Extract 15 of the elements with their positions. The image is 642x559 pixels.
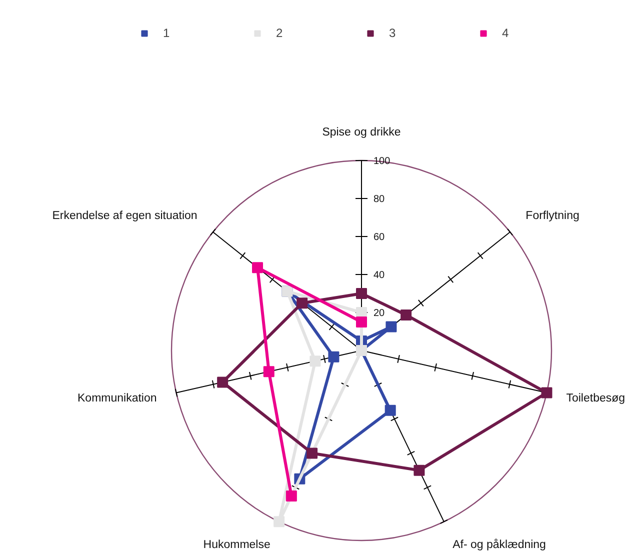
spoke-label: Toiletbesøg: [566, 392, 626, 405]
spoke-label: Hukommelse: [203, 539, 270, 552]
spoke-label: Kommunikation: [78, 392, 157, 405]
spoke-label: Erkendelse af egen situation: [52, 210, 198, 222]
legend-label: 3: [389, 26, 397, 40]
spoke-label: Af- og påklædning: [452, 538, 546, 552]
spoke-label: Forflytning: [526, 210, 580, 222]
legend-label: 4: [502, 26, 510, 40]
y-tick-label: 60: [374, 232, 386, 243]
spoke-label: Spise og drikke: [322, 126, 401, 138]
y-tick-label: 20: [374, 308, 386, 319]
legend-label: 2: [276, 26, 284, 40]
y-tick-label: 40: [374, 270, 386, 281]
y-tick-label: 80: [374, 194, 386, 205]
legend-label: 1: [163, 26, 171, 40]
